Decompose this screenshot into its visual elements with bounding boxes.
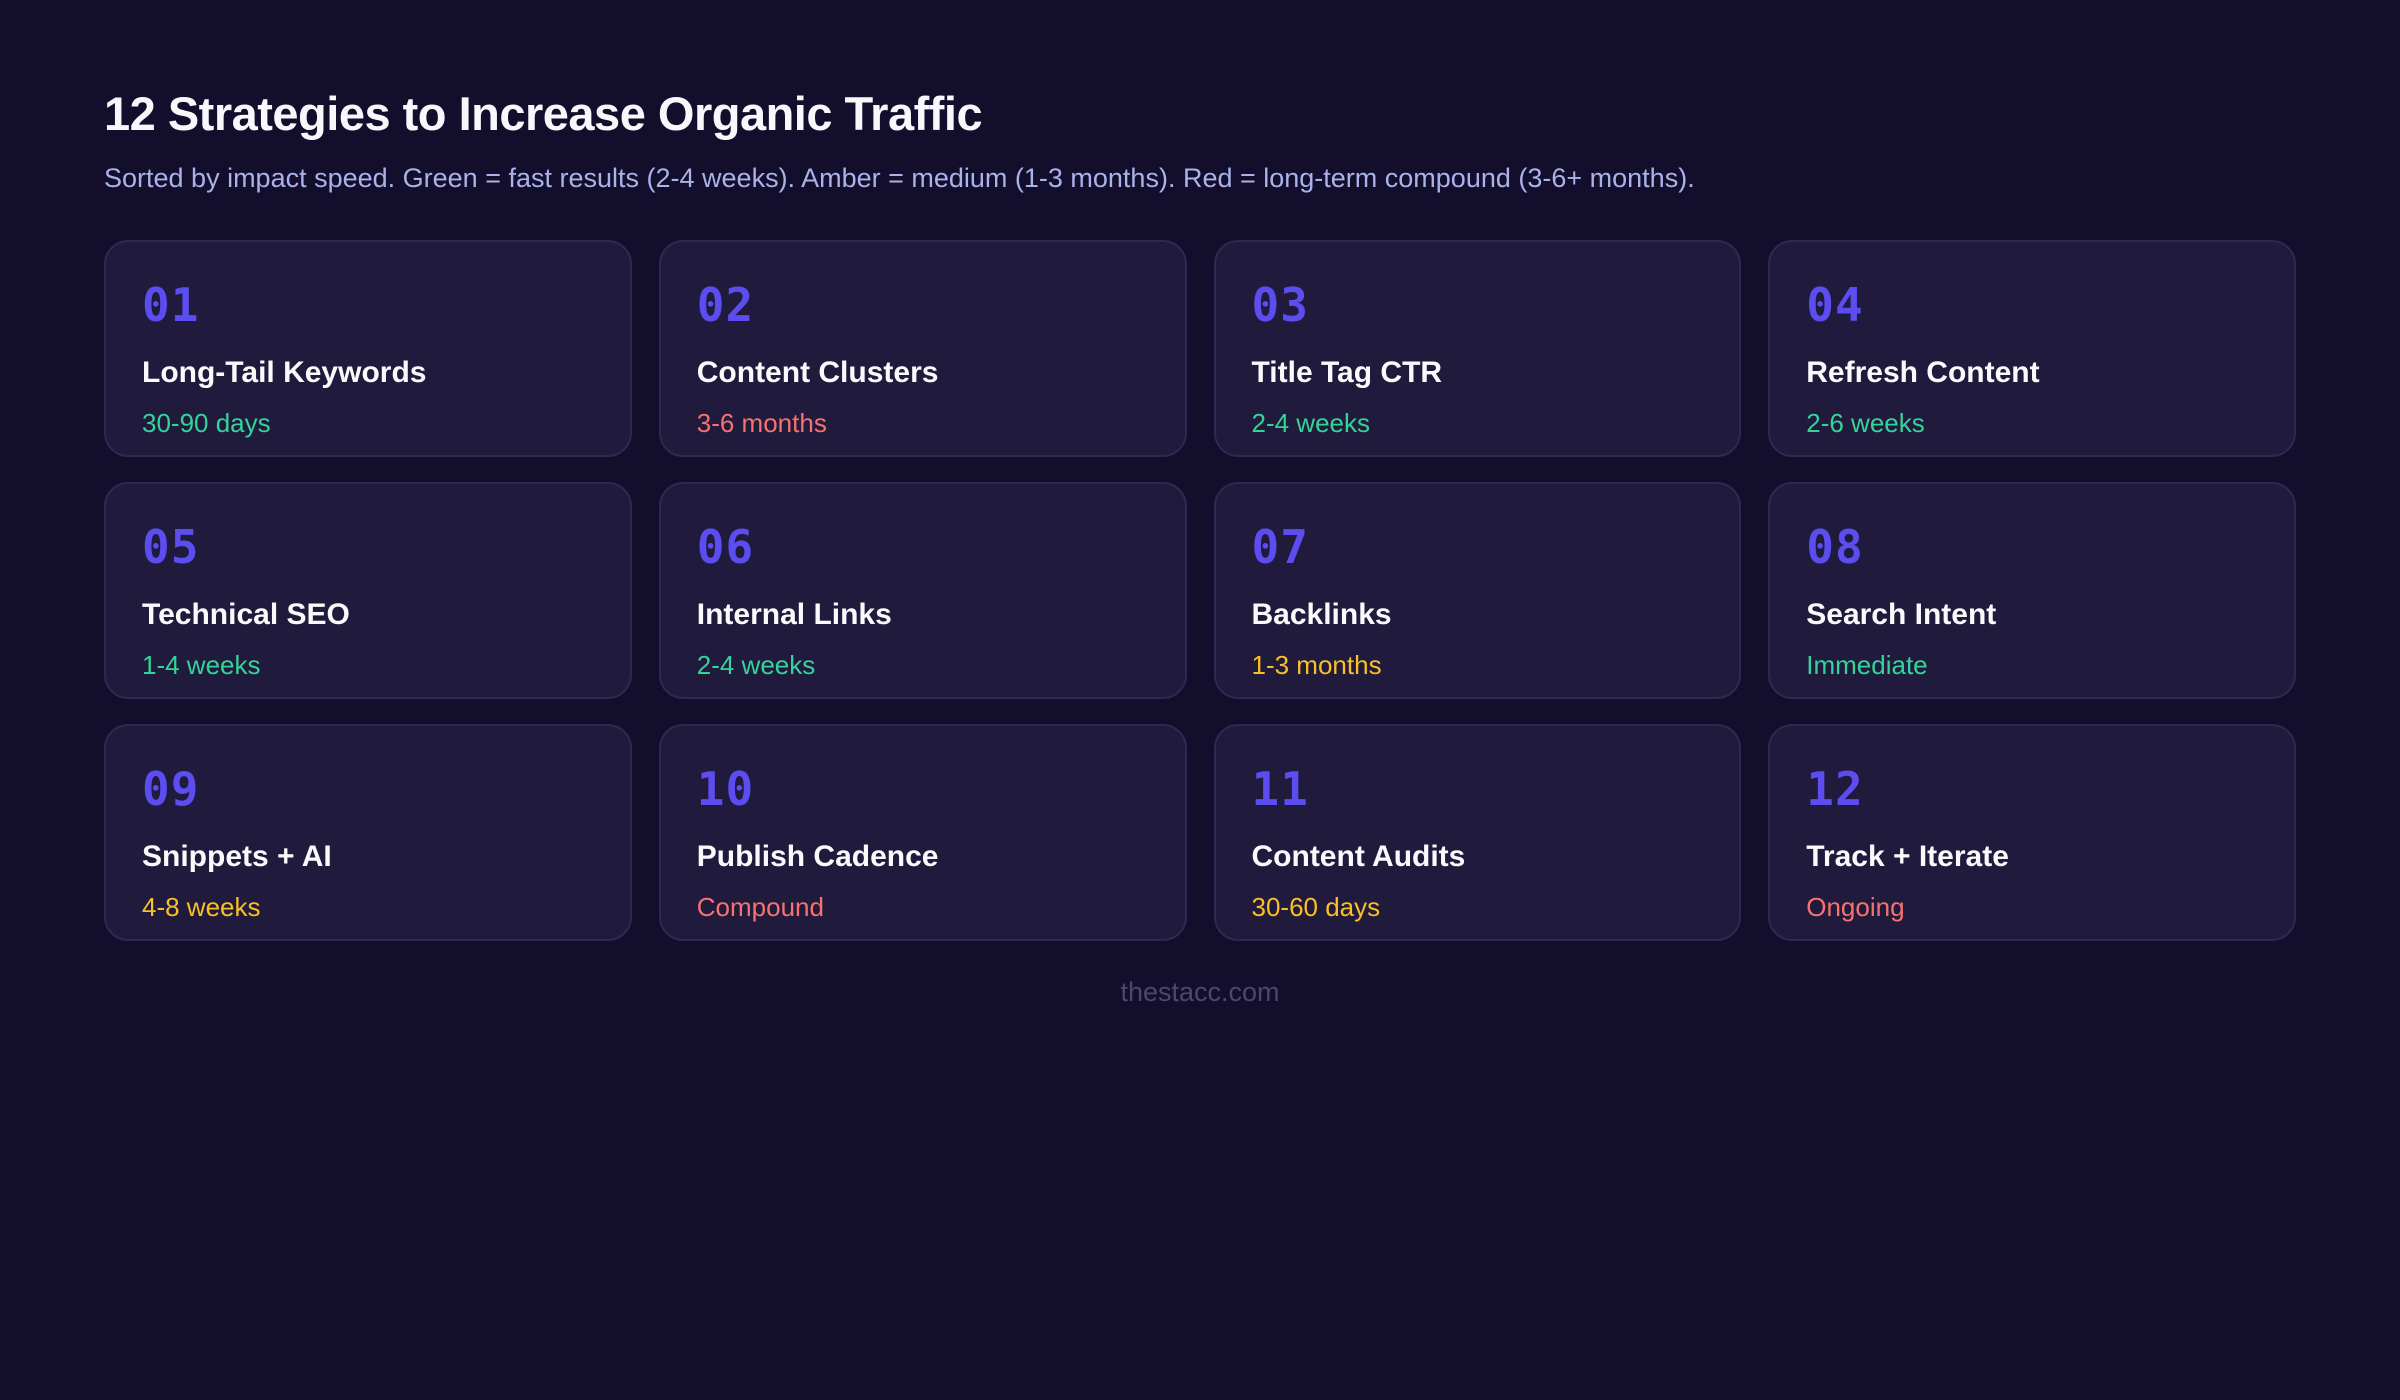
- strategy-card: 04 Refresh Content 2-6 weeks: [1768, 240, 2296, 458]
- card-timeframe: 1-3 months: [1251, 650, 1382, 681]
- strategy-card: 07 Backlinks 1-3 months: [1213, 482, 1742, 700]
- card-timeframe: 2-4 weeks: [1251, 408, 1371, 439]
- card-number: 03: [1251, 278, 1309, 333]
- card-title: Content Audits: [1251, 840, 1466, 874]
- card-number: 10: [696, 762, 755, 817]
- card-timeframe: 2-4 weeks: [696, 650, 816, 681]
- card-number: 07: [1251, 520, 1309, 575]
- strategy-grid: 01 Long-Tail Keywords 30-90 days 02 Cont…: [104, 240, 2296, 942]
- card-title: Snippets + AI: [142, 840, 332, 874]
- strategy-card: 11 Content Audits 30-60 days: [1213, 724, 1742, 942]
- strategy-card: 09 Snippets + AI 4-8 weeks: [104, 724, 632, 942]
- strategy-card: 10 Publish Cadence Compound: [658, 724, 1187, 942]
- card-number: 05: [142, 520, 200, 575]
- card-timeframe: 2-6 weeks: [1806, 408, 1925, 439]
- card-timeframe: 4-8 weeks: [142, 892, 261, 923]
- card-title: Long-Tail Keywords: [142, 356, 427, 390]
- strategy-card: 08 Search Intent Immediate: [1768, 482, 2296, 700]
- strategy-card: 02 Content Clusters 3-6 months: [658, 240, 1187, 458]
- strategy-card: 01 Long-Tail Keywords 30-90 days: [104, 240, 632, 458]
- card-number: 02: [696, 278, 755, 333]
- card-title: Technical SEO: [142, 598, 350, 632]
- strategy-card: 06 Internal Links 2-4 weeks: [658, 482, 1187, 700]
- card-number: 12: [1806, 762, 1864, 817]
- card-number: 01: [142, 278, 200, 333]
- card-timeframe: 1-4 weeks: [142, 650, 261, 681]
- card-title: Refresh Content: [1806, 356, 2040, 390]
- strategy-card: 03 Title Tag CTR 2-4 weeks: [1213, 240, 1742, 458]
- card-title: Track + Iterate: [1806, 840, 2009, 874]
- card-number: 06: [696, 520, 755, 575]
- page-title: 12 Strategies to Increase Organic Traffi…: [104, 87, 983, 140]
- card-title: Title Tag CTR: [1251, 356, 1443, 390]
- card-timeframe: 30-60 days: [1251, 892, 1381, 923]
- card-title: Internal Links: [696, 598, 892, 632]
- strategy-card: 05 Technical SEO 1-4 weeks: [104, 482, 632, 700]
- card-title: Publish Cadence: [696, 840, 939, 874]
- card-number: 08: [1806, 520, 1864, 575]
- card-number: 04: [1806, 278, 1864, 333]
- page-subtitle-legend: Sorted by impact speed. Green = fast res…: [104, 162, 1695, 193]
- card-timeframe: Compound: [696, 892, 824, 923]
- card-title: Content Clusters: [696, 356, 939, 390]
- card-timeframe: Ongoing: [1806, 892, 1905, 923]
- card-title: Backlinks: [1251, 598, 1392, 632]
- card-timeframe: 30-90 days: [142, 408, 271, 439]
- site-watermark: thestacc.com: [1120, 977, 1280, 1008]
- card-number: 11: [1251, 762, 1309, 817]
- card-number: 09: [142, 762, 200, 817]
- card-title: Search Intent: [1806, 598, 1997, 632]
- card-timeframe: 3-6 months: [696, 408, 827, 439]
- card-timeframe: Immediate: [1806, 650, 1928, 681]
- strategy-card: 12 Track + Iterate Ongoing: [1768, 724, 2296, 942]
